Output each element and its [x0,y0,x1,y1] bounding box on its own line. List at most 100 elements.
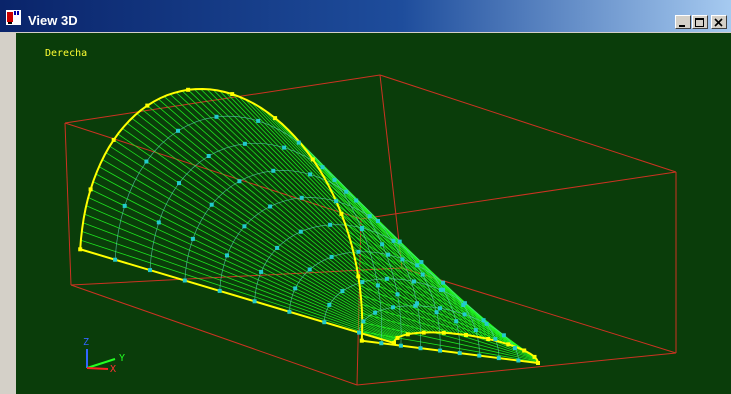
control-point [78,247,83,252]
control-point [356,249,361,254]
axes-gizmo: Z Y X [83,337,125,375]
control-point [334,199,339,204]
mesh-ruling [362,322,538,362]
control-point [308,172,313,177]
3d-viewport[interactable]: Derecha Z Y X [16,33,731,394]
control-point [398,343,403,348]
mesh-ruling [347,230,529,353]
maximize-icon [695,18,704,27]
mesh-ruling [95,173,400,338]
mesh-ruling [352,248,532,355]
control-point [441,287,445,292]
minimize-button[interactable] [675,15,691,29]
mesh-ruling [349,239,530,354]
control-point [434,310,439,315]
mesh-ruling [80,239,395,343]
control-point [357,330,362,335]
control-point [457,351,462,356]
bbox-edge [401,267,677,354]
base-edge [79,248,395,344]
maximize-button[interactable] [692,15,708,29]
control-point [412,279,416,284]
y-axis-label: Y [119,353,125,364]
mesh-ruling [88,197,397,339]
control-point [186,87,191,92]
control-point [271,168,276,173]
control-point [322,320,327,325]
control-point [225,253,229,258]
control-point [190,236,195,241]
control-point [273,116,278,121]
mesh-ruling [141,109,422,334]
control-point [310,157,315,162]
control-point [462,312,467,317]
mesh-ruling [90,189,398,339]
control-point [421,330,426,335]
control-point [501,333,506,338]
mesh-ruling [109,145,407,336]
mesh-ruling [158,98,430,333]
bbox-edge [70,267,403,286]
control-point [496,356,501,361]
mesh-ruling [105,152,405,336]
control-point [344,189,349,194]
control-point [506,342,511,347]
mesh-ruling [206,88,454,334]
control-point [156,220,161,225]
control-point [237,179,242,184]
minimize-icon [679,25,685,27]
control-point [400,257,405,262]
control-point [340,289,345,294]
mesh-ruling [212,89,457,335]
bbox-edge [360,171,677,220]
control-point [296,140,301,145]
control-point [486,337,491,341]
control-point [376,219,380,223]
control-point [464,333,468,337]
control-point [356,274,361,279]
mesh-ruling [344,222,527,352]
bbox-edge [379,74,403,269]
mesh-ruling [147,105,424,333]
mesh-ruling [82,222,395,342]
control-point [206,154,211,158]
mesh-ruling [362,331,538,363]
control-point [413,303,418,308]
control-point [405,332,410,337]
control-point [282,145,287,150]
control-point [259,269,264,274]
control-point [275,245,280,250]
control-point [361,319,366,324]
control-point [268,204,273,209]
mesh-section [114,115,383,344]
title-bar[interactable]: View 3D [0,0,731,32]
mesh-ruling [356,266,534,357]
control-point [438,306,442,311]
control-point [493,337,498,342]
control-point [252,299,257,304]
control-point [256,118,261,123]
bounding-box [64,74,677,386]
control-point [375,283,380,288]
bbox-edge [70,284,358,386]
close-button[interactable] [711,15,727,29]
control-point [391,238,396,243]
mesh-ruling [102,159,403,337]
mesh-ruling [175,92,438,333]
control-point [418,346,423,351]
control-point [477,353,482,358]
3d-scene[interactable]: Z Y X [16,33,731,394]
mesh-ruling [337,205,523,350]
mesh-ruling [92,181,399,338]
mesh-ruling [169,93,436,333]
mesh-ruling [131,117,417,334]
control-point [113,257,118,262]
mesh-ruling [262,109,483,338]
control-point [339,211,344,216]
mesh-ruling [361,313,538,361]
mesh-ruling [359,285,536,359]
y-axis-line [86,358,116,369]
control-point [392,341,396,345]
control-point [438,287,443,292]
control-point [176,128,180,133]
